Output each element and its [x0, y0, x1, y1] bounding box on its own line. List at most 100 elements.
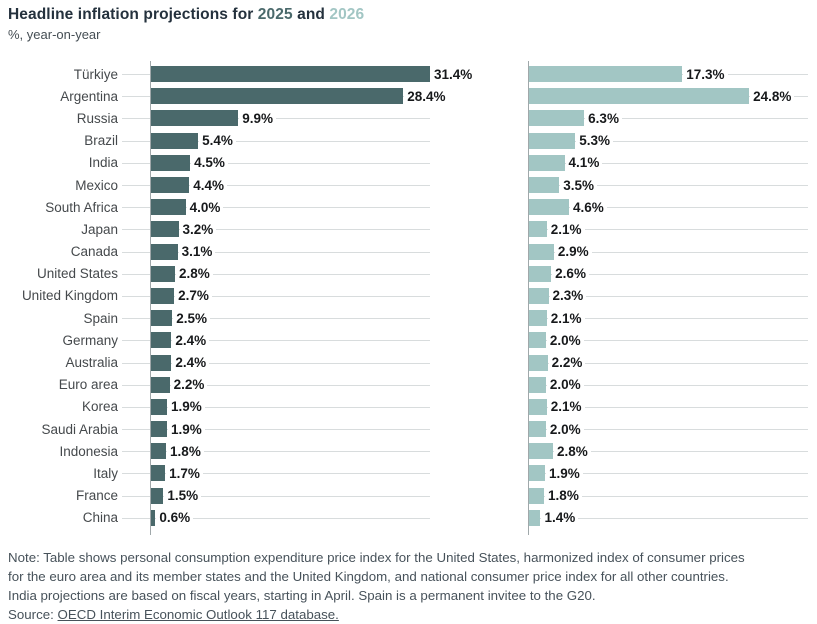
value-label-2026: 2.3%	[549, 287, 587, 305]
plot-2025: 4.5%	[150, 152, 430, 174]
gridline-2025	[150, 517, 430, 519]
gridline-2025	[150, 362, 430, 364]
bar-2026	[528, 221, 547, 238]
chart-footer: Note: Table shows personal consumption e…	[8, 548, 809, 624]
value-label-2025: 2.8%	[175, 265, 213, 283]
chart-title-year-2026: 2026	[329, 6, 365, 23]
country-label: Russia	[76, 110, 118, 126]
gridline-2026	[528, 473, 808, 475]
bar-2025	[150, 354, 172, 371]
bar-2026	[528, 332, 546, 349]
leader-line	[118, 329, 150, 351]
plot-2026: 2.1%	[528, 218, 808, 240]
value-label-2025: 9.9%	[239, 109, 277, 127]
chart-row: United States 2.8% 2.6%	[8, 263, 809, 285]
value-label-2025: 5.4%	[199, 132, 236, 150]
plot-2025: 2.5%	[150, 307, 430, 329]
gridline-2025	[150, 140, 430, 142]
plot-2025: 1.8%	[150, 440, 430, 462]
plot-2025: 2.8%	[150, 263, 430, 285]
gridline-2026	[528, 429, 808, 431]
bar-2025	[150, 287, 175, 304]
gridline-2025	[150, 207, 430, 209]
gridline-2026	[528, 162, 808, 164]
country-label: Japan	[81, 221, 118, 237]
value-label-2025: 4.0%	[186, 198, 224, 216]
note-line: Note: Table shows personal consumption e…	[8, 549, 745, 565]
value-label-2025: 2.7%	[175, 287, 212, 305]
chart-row: Japan 3.2% 2.1%	[8, 218, 809, 240]
country-label: Argentina	[60, 88, 118, 104]
gridline-2025	[150, 495, 430, 497]
chart-row: South Africa 4.0% 4.6%	[8, 196, 809, 218]
axis-line-2025	[150, 61, 151, 536]
value-label-2026: 3.5%	[560, 176, 597, 194]
value-label-2025: 4.4%	[190, 176, 228, 194]
value-label-2025: 0.6%	[156, 509, 194, 527]
plot-2026: 2.1%	[528, 307, 808, 329]
bar-2025	[150, 221, 179, 238]
value-label-2025: 4.5%	[191, 154, 228, 172]
gridline-2025	[150, 162, 430, 164]
plot-2026: 1.4%	[528, 507, 808, 529]
chart-row: India 4.5% 4.1%	[8, 152, 809, 174]
gridline-2025	[150, 451, 430, 453]
leader-line	[118, 374, 150, 396]
value-label-2026: 24.8%	[750, 87, 795, 105]
plot-2026: 4.6%	[528, 196, 808, 218]
gridline-2025	[150, 251, 430, 253]
country-label: China	[82, 510, 118, 526]
chart-row: Mexico 4.4% 3.5%	[8, 174, 809, 196]
bar-2026	[528, 110, 585, 127]
country-label: United States	[36, 266, 118, 282]
value-label-2026: 2.9%	[554, 243, 592, 261]
country-label: South Africa	[45, 199, 118, 215]
value-label-2026: 2.0%	[546, 376, 584, 394]
bar-2025	[150, 465, 166, 482]
chart-row: France 1.5% 1.8%	[8, 485, 809, 507]
gridline-2026	[528, 273, 808, 275]
gridline-2026	[528, 495, 808, 497]
gridline-2025	[150, 229, 430, 231]
value-label-2025: 3.2%	[179, 220, 217, 238]
plot-2025: 1.7%	[150, 462, 430, 484]
leader-line	[118, 174, 150, 196]
gridline-2026	[528, 140, 808, 142]
bar-2026	[528, 421, 546, 438]
bar-2026	[528, 398, 547, 415]
bar-2025	[150, 487, 164, 504]
value-label-2026: 2.0%	[546, 331, 584, 349]
country-label: Italy	[93, 465, 118, 481]
chart-row: Italy 1.7% 1.9%	[8, 462, 809, 484]
chart-row: Australia 2.4% 2.2%	[8, 351, 809, 373]
bar-2026	[528, 287, 549, 304]
bar-2025	[150, 398, 167, 415]
value-label-2025: 1.9%	[167, 398, 205, 416]
gridline-2025	[150, 273, 430, 275]
source-link[interactable]: OECD Interim Economic Outlook 117 databa…	[57, 606, 339, 622]
bar-2026	[528, 443, 553, 460]
country-label: Indonesia	[59, 443, 118, 459]
leader-line	[118, 63, 150, 85]
value-label-2026: 1.4%	[541, 509, 579, 527]
bar-2025	[150, 243, 178, 260]
bar-2025	[150, 88, 404, 105]
gridline-2026	[528, 229, 808, 231]
bar-2026	[528, 154, 565, 171]
country-label: Australia	[65, 355, 118, 371]
plot-2026: 2.3%	[528, 285, 808, 307]
value-label-2026: 1.8%	[545, 487, 582, 505]
value-label-2026: 2.0%	[546, 420, 584, 438]
gridline-2025	[150, 185, 430, 187]
gridline-2025	[150, 473, 430, 475]
gridline-2025	[150, 406, 430, 408]
note-line: for the euro area and its member states …	[8, 568, 729, 584]
value-label-2026: 2.2%	[548, 354, 586, 372]
bar-2026	[528, 88, 750, 105]
plot-2026: 2.9%	[528, 241, 808, 263]
gridline-2026	[528, 295, 808, 297]
chart-row: Euro area 2.2% 2.0%	[8, 374, 809, 396]
value-label-2026: 6.3%	[585, 109, 622, 127]
country-label: Mexico	[75, 177, 118, 193]
country-label: India	[88, 155, 118, 171]
